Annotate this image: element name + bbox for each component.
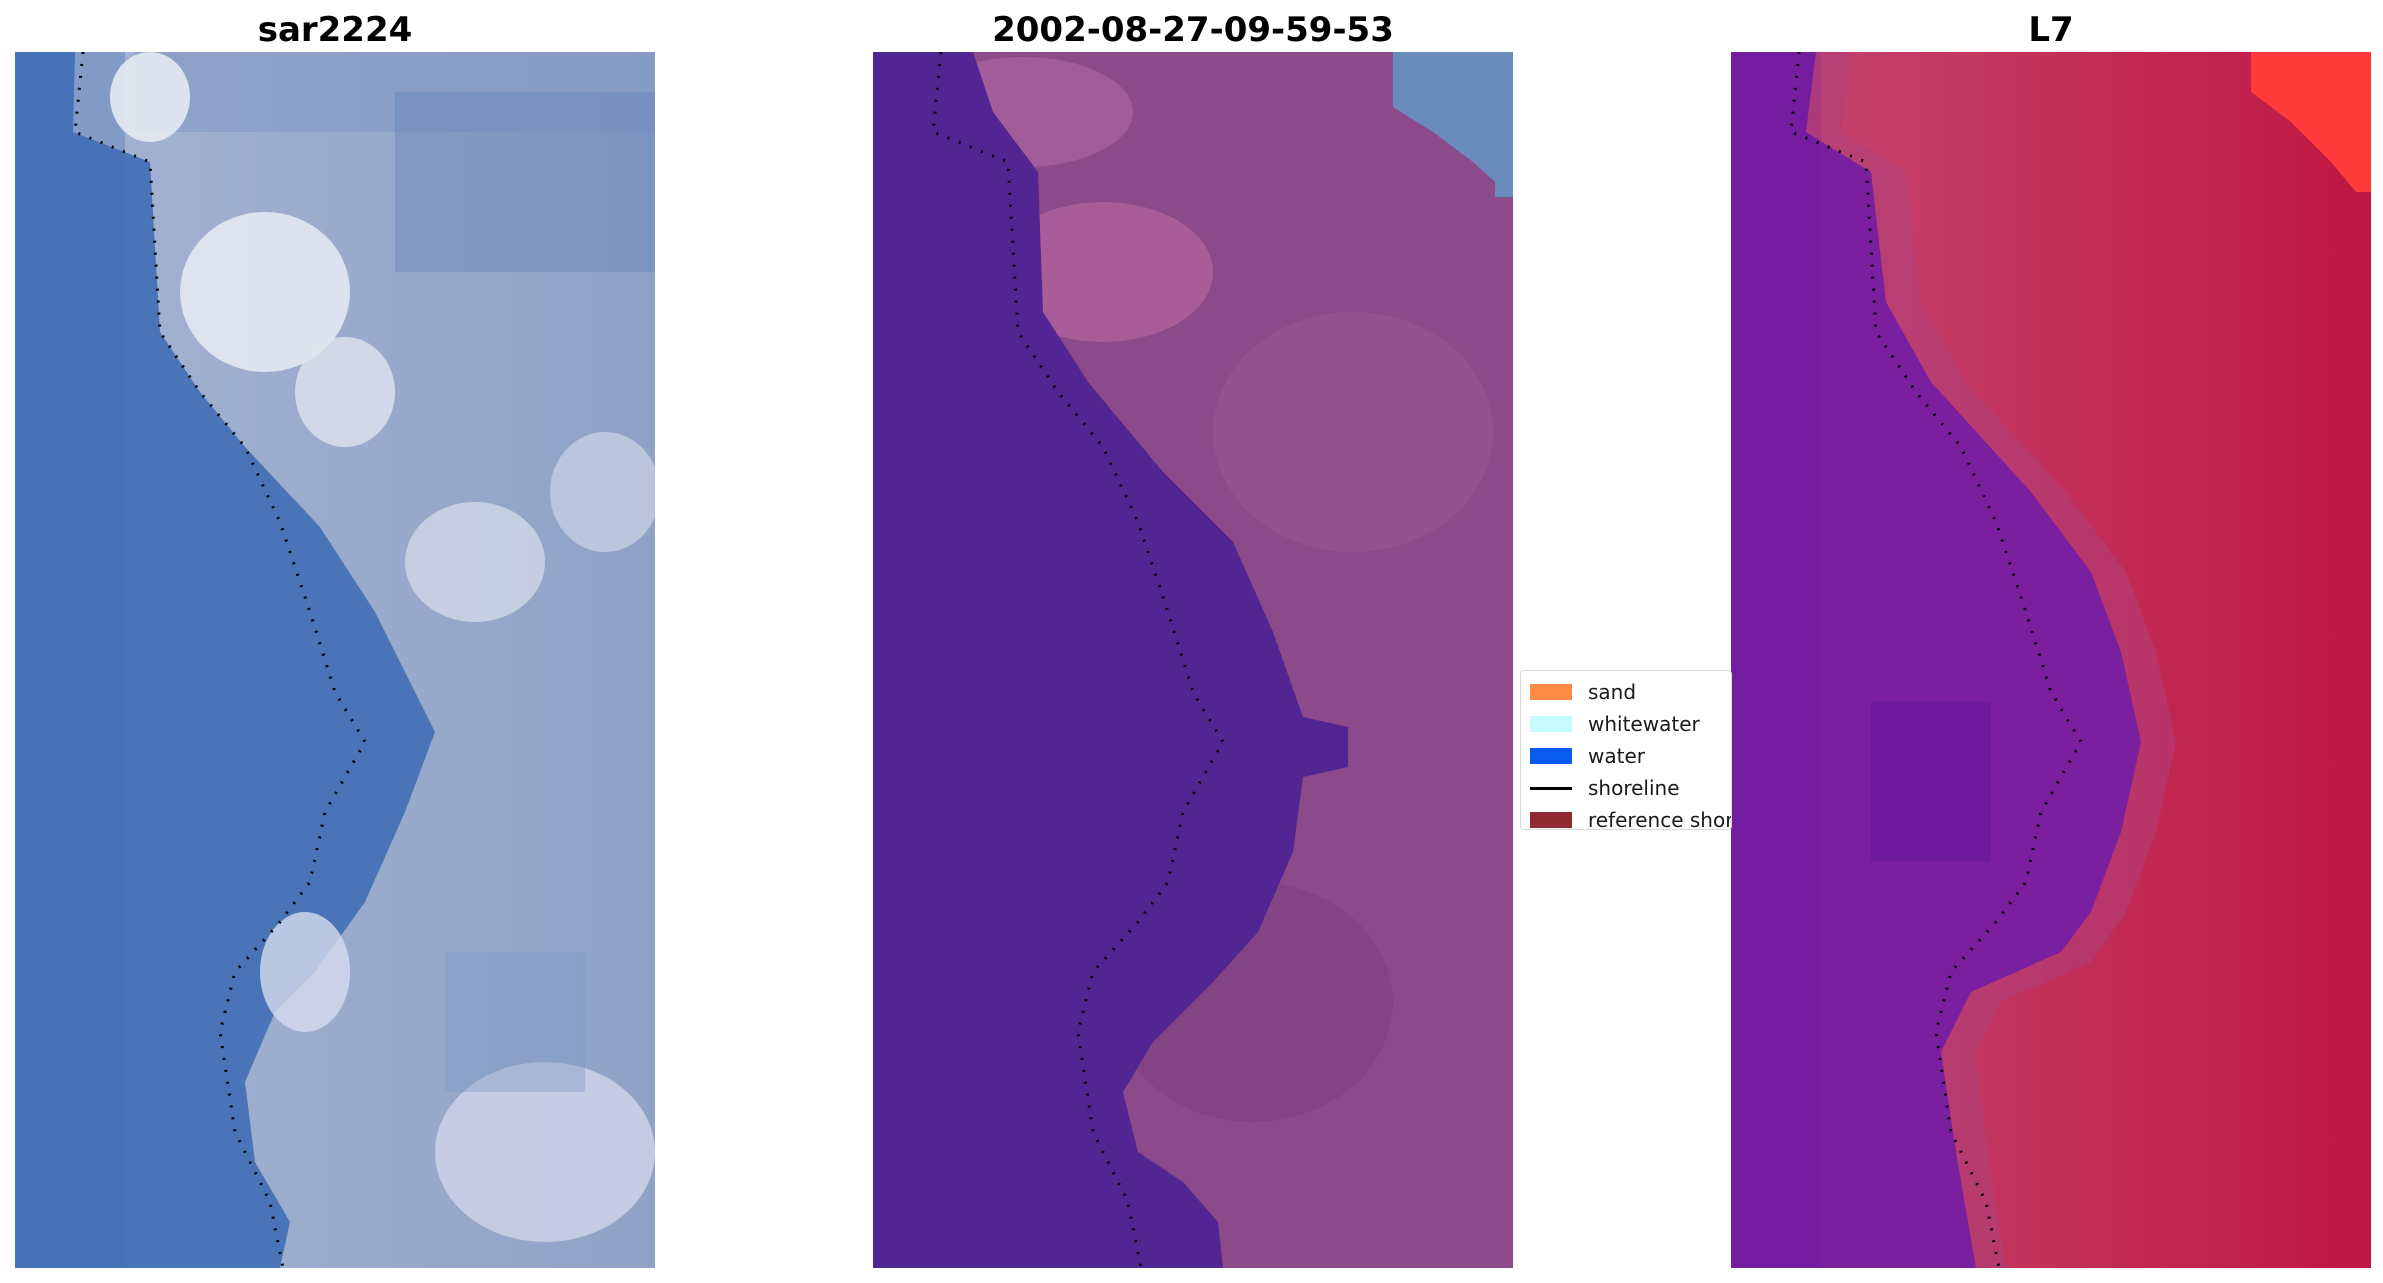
classified-water — [873, 52, 1348, 1268]
legend: sand whitewater water shoreline referenc… — [1520, 670, 1732, 830]
whitewater-patch — [110, 52, 190, 142]
panel-title-classified: 2002-08-27-09-59-53 — [992, 10, 1394, 50]
rgb-water — [15, 52, 435, 1268]
legend-label-reference-shoreline: reference shoreline — [1588, 808, 1732, 830]
water-swatch — [1530, 748, 1572, 764]
panel-title-rgb: sar2224 — [257, 10, 413, 50]
ndwi-water — [1731, 52, 2141, 1268]
ndwi-image-panel — [1731, 52, 2371, 1268]
whitewater-swatch — [1530, 716, 1572, 732]
shoreline-line-swatch — [1530, 786, 1572, 790]
legend-label-whitewater: whitewater — [1588, 712, 1700, 736]
classified-sea-blue — [1393, 52, 1513, 197]
ndwi-image — [1731, 52, 2371, 1268]
rgb-image — [15, 52, 655, 1268]
classified-image — [873, 52, 1513, 1268]
legend-item-sand: sand — [1521, 677, 1731, 707]
legend-label-sand: sand — [1588, 680, 1637, 704]
legend-item-shoreline: shoreline — [1521, 773, 1731, 803]
legend-item-whitewater: whitewater — [1521, 709, 1731, 739]
reference-shoreline-swatch — [1530, 812, 1572, 828]
ndwi-hot-corner — [2251, 52, 2371, 192]
legend-label-shoreline: shoreline — [1588, 776, 1680, 800]
legend-item-reference-shoreline: reference shoreline — [1521, 805, 1732, 830]
legend-item-water: water — [1521, 741, 1731, 771]
panel-title-ndwi: L7 — [2028, 10, 2074, 50]
sand-swatch — [1530, 684, 1572, 700]
rgb-image-panel — [15, 52, 655, 1268]
legend-label-water: water — [1588, 744, 1645, 768]
classified-image-panel — [873, 52, 1513, 1268]
